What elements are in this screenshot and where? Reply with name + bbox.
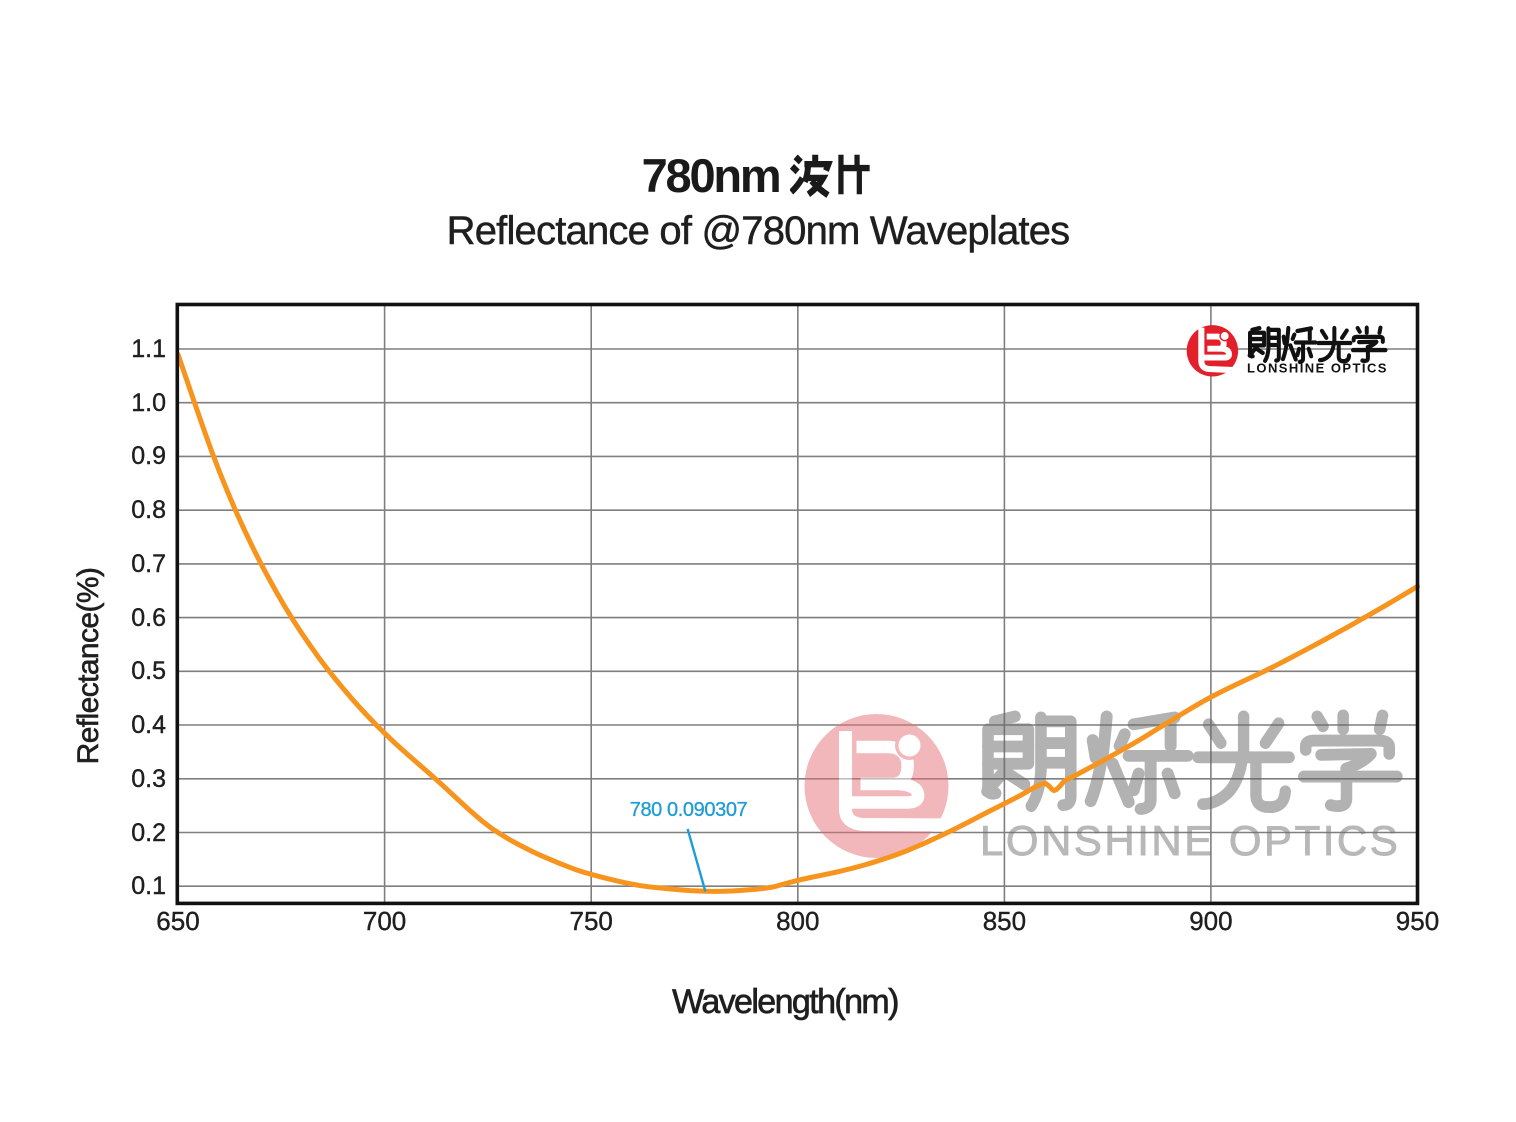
svg-text:LONSHINE OPTICS: LONSHINE OPTICS xyxy=(1247,361,1388,376)
svg-text:LONSHINE OPTICS: LONSHINE OPTICS xyxy=(980,817,1400,864)
